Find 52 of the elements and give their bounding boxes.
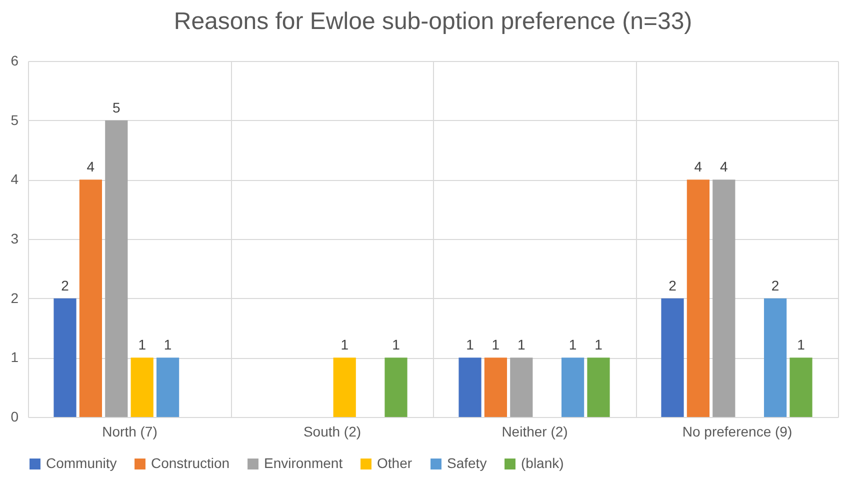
- bar: [661, 298, 684, 417]
- legend-label: Environment: [264, 455, 343, 471]
- bar: [764, 298, 787, 417]
- legend-label: Other: [377, 455, 412, 471]
- y-tick-label: 4: [10, 171, 19, 188]
- y-tick-label: 2: [10, 290, 19, 306]
- bar: [333, 358, 356, 417]
- bar: [712, 180, 736, 417]
- bar: [561, 358, 584, 417]
- data-label: 2: [771, 277, 780, 294]
- legend-label: Safety: [447, 455, 487, 471]
- legend-label: Construction: [151, 455, 230, 471]
- data-label: 1: [492, 336, 500, 353]
- data-label: 5: [112, 99, 121, 116]
- bar: [686, 180, 710, 417]
- bar: [587, 358, 610, 417]
- data-label: 2: [668, 277, 677, 294]
- x-tick-label: South (2): [303, 424, 362, 440]
- bar: [384, 358, 408, 417]
- data-label: 2: [61, 277, 70, 294]
- x-tick-label: No preference (9): [682, 424, 792, 440]
- y-tick-label: 1: [10, 349, 19, 366]
- data-label: 1: [594, 336, 603, 353]
- y-tick-label: 0: [10, 408, 19, 424]
- bar: [790, 358, 812, 417]
- data-label: 1: [466, 336, 474, 353]
- data-label: 4: [694, 158, 702, 175]
- x-tick-label: Neither (2): [502, 424, 568, 440]
- bar: [156, 358, 180, 417]
- data-label: 1: [138, 336, 146, 353]
- bar: [54, 298, 76, 417]
- y-tick-label: 6: [10, 52, 19, 68]
- data-label: 4: [720, 158, 728, 175]
- data-label: 4: [86, 158, 95, 175]
- data-label: 1: [518, 336, 526, 353]
- x-tick-label: North (7): [102, 424, 158, 440]
- bar: [130, 358, 154, 417]
- data-label: 1: [568, 336, 577, 353]
- chart-title: Reasons for Ewloe sub-option preference (n=33): [174, 8, 692, 35]
- y-tick-label: 5: [10, 112, 19, 128]
- bar: [510, 358, 533, 417]
- data-label: 1: [164, 336, 172, 353]
- data-label: 1: [392, 336, 400, 353]
- legend-label: Community: [46, 455, 117, 471]
- data-label: 1: [340, 336, 349, 353]
- y-tick-label: 3: [10, 230, 19, 246]
- bar: [458, 358, 482, 417]
- bar: [484, 358, 508, 417]
- bar: [105, 120, 128, 417]
- bar: [79, 180, 102, 417]
- data-label: 1: [797, 336, 806, 353]
- legend-label: (blank): [521, 455, 564, 471]
